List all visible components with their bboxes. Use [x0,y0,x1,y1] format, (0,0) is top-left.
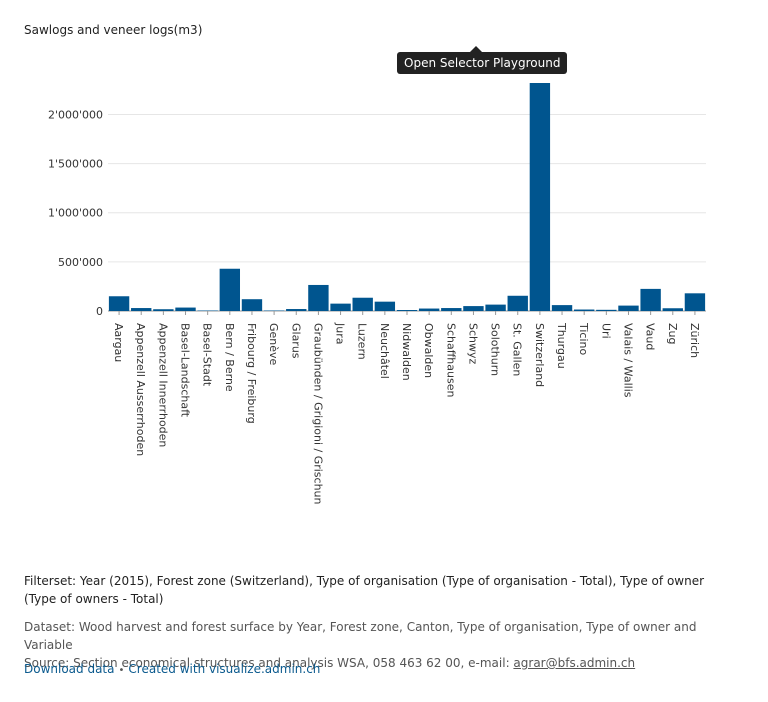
dataset-text: Dataset: Wood harvest and forest surface… [24,620,697,652]
x-tick-label: Glarus [289,323,302,359]
bar[interactable] [396,310,418,311]
bar[interactable] [330,303,351,311]
bar[interactable] [153,309,174,311]
bar[interactable] [441,308,462,311]
bar[interactable] [573,309,595,311]
bar[interactable] [463,306,484,311]
x-tick-label: Neuchâtel [378,323,391,379]
tooltip-arrow [470,46,482,52]
bar[interactable] [263,310,285,312]
bar[interactable] [175,307,196,311]
bar[interactable] [507,295,528,311]
bar[interactable] [662,308,683,311]
x-tick-label: Valais / Wallis [621,323,634,398]
x-tick-label: Ticino [577,322,590,356]
x-tick-label: St. Gallen [511,323,524,376]
x-tick-label: Aargau [112,323,125,362]
bar[interactable] [286,309,307,311]
source-prefix: Source: Section economical structures an… [24,656,514,670]
x-tick-label: Switzerland [533,323,546,387]
x-tick-label: Thurgau [555,322,568,369]
x-tick-label: Luzern [356,323,369,360]
bar[interactable] [308,284,329,311]
bar[interactable] [418,308,440,311]
chart-title: Sawlogs and veneer logs(m3) [24,23,203,37]
open-selector-playground-tooltip[interactable]: Open Selector Playground [397,52,568,74]
x-tick-label: Basel-Landschaft [179,323,192,418]
y-tick-label: 0 [96,305,103,318]
x-tick-label: Appenzell Innerrhoden [156,323,169,447]
x-tick-label: Schwyz [466,323,479,365]
y-tick-label: 500'000 [58,256,103,269]
x-tick-label: Vaud [644,323,657,350]
bar[interactable] [485,304,506,311]
x-tick-label: Zug [666,323,679,345]
filterset-text: Filterset: Year (2015), Forest zone (Swi… [24,574,705,606]
bar[interactable] [618,305,639,311]
y-tick-label: 2'000'000 [48,108,103,121]
download-data-link[interactable]: Download data [24,662,115,676]
separator-dot: • [118,665,125,676]
bar-chart: 0 500'000 1'000'000 1'500'000 2'000'000 Aarga… [48,83,706,505]
created-with-link[interactable]: Created with visualize.admin.ch [128,662,321,676]
x-tick-label: Jura [334,322,347,344]
x-tick-label: Bern / Berne [223,323,236,392]
bar[interactable] [640,288,661,311]
x-tick-label: Nidwalden [400,323,413,381]
bar[interactable] [108,296,130,311]
x-tick-label: Solothurn [489,323,502,376]
bar[interactable] [374,301,396,311]
x-tick-label: Genève [267,323,280,366]
x-tick-label: Uri [599,323,612,339]
source-email-link[interactable]: agrar@bfs.admin.ch [513,656,636,670]
bar[interactable] [551,305,573,311]
y-tick-label: 1'000'000 [48,207,103,220]
bar[interactable] [596,309,617,311]
bar[interactable] [219,268,241,311]
bar[interactable] [529,83,551,311]
bar[interactable] [197,310,218,312]
x-tick-label: Zürich [688,323,701,358]
x-tick-label: Schaffhausen [444,323,457,398]
x-tick-label: Graubünden / Grigioni / Grischun [311,323,324,505]
source-text: Source: Section economical structures an… [24,654,714,672]
bar[interactable] [241,299,263,311]
x-tick-label: Fribourg / Freiburg [245,323,258,424]
y-tick-label: 1'500'000 [48,158,103,171]
bar[interactable] [131,308,152,311]
bar[interactable] [352,297,373,311]
x-tick-label: Appenzell Ausserrhoden [134,323,147,456]
footer-links: Download data • Created with visualize.adm… [24,660,714,680]
x-tick-label: Obwalden [422,323,435,378]
x-tick-label: Basel-Stadt [201,323,214,387]
dataset-source-block: Dataset: Wood harvest and forest surface… [24,618,714,672]
bar[interactable] [684,293,706,311]
